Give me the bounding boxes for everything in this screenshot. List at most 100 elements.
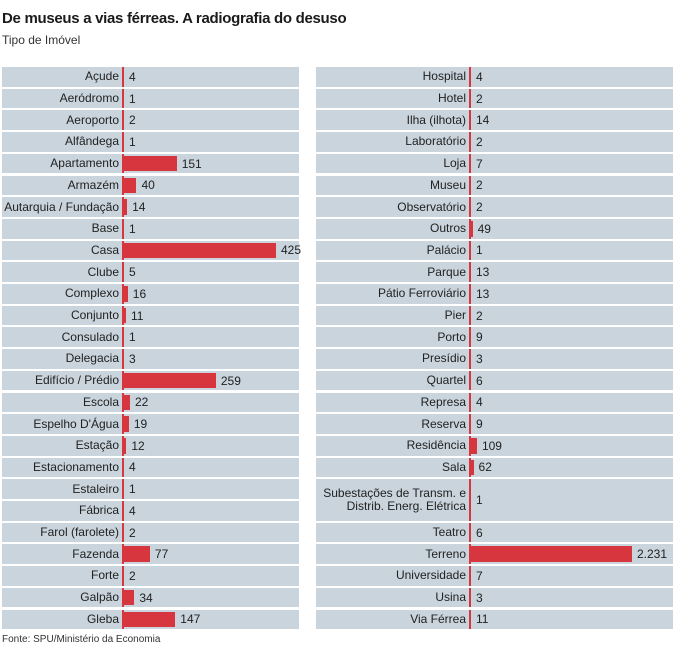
value-label: 151 <box>181 156 202 171</box>
value-label: 259 <box>220 373 241 388</box>
bar-row: Presídio 3 <box>316 349 673 369</box>
bar-row: Observatório 2 <box>316 197 673 217</box>
value-label: 13 <box>476 286 490 301</box>
bar-row: Conjunto 11 <box>2 305 299 326</box>
category-label: Hospital <box>422 69 466 84</box>
bar <box>469 416 470 432</box>
category-label: Residência <box>406 438 466 453</box>
category-label: Teatro <box>432 525 466 540</box>
category-label: Loja <box>443 156 466 171</box>
bar-row: Gleba 147 <box>2 609 299 630</box>
bar-row: Base 1 <box>2 218 299 239</box>
bar-row: Parque 13 <box>316 262 673 282</box>
bar-baseline <box>469 262 471 282</box>
bar <box>122 611 176 628</box>
category-label: Estação <box>75 438 119 453</box>
bar-baseline <box>469 175 471 196</box>
category-label: Pier <box>444 308 466 323</box>
bar-row: Espelho D'Água 19 <box>2 414 299 434</box>
category-label: Casa <box>90 242 119 257</box>
category-label: Aeródromo <box>59 91 119 106</box>
bar-baseline <box>469 305 471 326</box>
value-label: 2 <box>129 525 136 540</box>
bar-row: Subestações de Transm. e Distrib. Energ.… <box>316 479 673 521</box>
value-label: 2 <box>476 178 483 193</box>
category-label: Armazém <box>67 177 119 192</box>
bar-baseline <box>469 132 471 152</box>
bar <box>122 437 127 454</box>
bar <box>122 264 124 280</box>
category-label: Palácio <box>426 242 466 257</box>
bar <box>122 155 177 172</box>
category-label: Outros <box>429 221 466 236</box>
value-label: 16 <box>132 286 147 301</box>
value-label: 11 <box>130 308 144 323</box>
category-label: Açude <box>84 69 119 84</box>
value-label: 6 <box>476 373 483 388</box>
bar-row: Galpão 34 <box>2 587 299 608</box>
value-label: 7 <box>476 568 483 583</box>
bar-row: Loja 7 <box>316 153 673 174</box>
bar <box>122 307 126 324</box>
chart-title: De museus a vias férreas. A radiografia … <box>2 10 347 27</box>
bar-row: Autarquia / Fundação 14 <box>2 197 299 217</box>
bar-row: Edifício / Prédio 259 <box>2 370 299 391</box>
bar-row: Fazenda 77 <box>2 544 299 565</box>
bar-row: Reserva 9 <box>316 414 673 434</box>
category-label: Edifício / Prédio <box>34 373 119 388</box>
bar-row: Delegacia 3 <box>2 349 299 369</box>
category-label: Espelho D'Água <box>33 416 119 431</box>
bar <box>469 546 632 563</box>
bar <box>122 589 135 606</box>
value-label: 3 <box>476 351 483 366</box>
bar-baseline <box>469 67 471 87</box>
bar-row: Ilha (ilhota) 14 <box>316 110 673 131</box>
bar <box>122 524 123 541</box>
bar <box>122 199 128 215</box>
value-label: 2 <box>129 568 136 583</box>
value-label: 1 <box>129 330 136 345</box>
bar <box>122 351 124 367</box>
source-note: Fonte: SPU/Ministério da Economia <box>2 634 161 645</box>
category-label: Ilha (ilhota) <box>406 112 466 127</box>
bar-baseline <box>122 110 124 131</box>
bar-row: Farol (farolete) 2 <box>2 522 299 543</box>
bar-row: Clube 5 <box>2 262 299 282</box>
bar-row: Via Férrea 11 <box>316 609 673 630</box>
bar-baseline <box>469 240 471 261</box>
bar-baseline <box>469 349 471 369</box>
bar-baseline <box>469 587 471 608</box>
value-label: 1 <box>476 492 483 507</box>
value-label: 2 <box>476 134 483 149</box>
value-label: 7 <box>476 156 483 171</box>
value-label: 2 <box>476 200 483 215</box>
value-label: 12 <box>131 438 145 453</box>
bar-row: Casa 425 <box>2 240 302 261</box>
bar-row: Alfândega 1 <box>2 132 299 152</box>
value-label: 425 <box>281 243 302 258</box>
bar-baseline <box>122 566 124 586</box>
bar <box>469 459 474 476</box>
category-label: Complexo <box>64 286 119 301</box>
value-label: 40 <box>141 178 155 193</box>
value-label: 2.231 <box>637 547 668 562</box>
category-label: Via Férrea <box>410 611 466 626</box>
value-label: 2 <box>129 113 136 128</box>
value-label: 49 <box>477 221 491 236</box>
bar-row: Consulado 1 <box>2 327 299 348</box>
value-label: 147 <box>180 612 201 627</box>
category-label: Sala <box>441 459 466 474</box>
category-label: Quartel <box>426 373 466 388</box>
value-label: 3 <box>129 351 136 366</box>
category-label: Parque <box>427 264 466 279</box>
bar-baseline <box>469 153 471 174</box>
bar <box>122 416 129 432</box>
bar-row: Aeródromo 1 <box>2 88 299 109</box>
bar-row: Laboratório 2 <box>316 132 673 152</box>
category-label: Forte <box>90 568 119 583</box>
bar-row: Sala 62 <box>316 457 673 478</box>
value-label: 1 <box>129 91 136 106</box>
value-label: 4 <box>129 503 136 518</box>
bar-row: Pátio Ferroviário 13 <box>316 284 673 304</box>
bar-baseline <box>469 566 471 586</box>
